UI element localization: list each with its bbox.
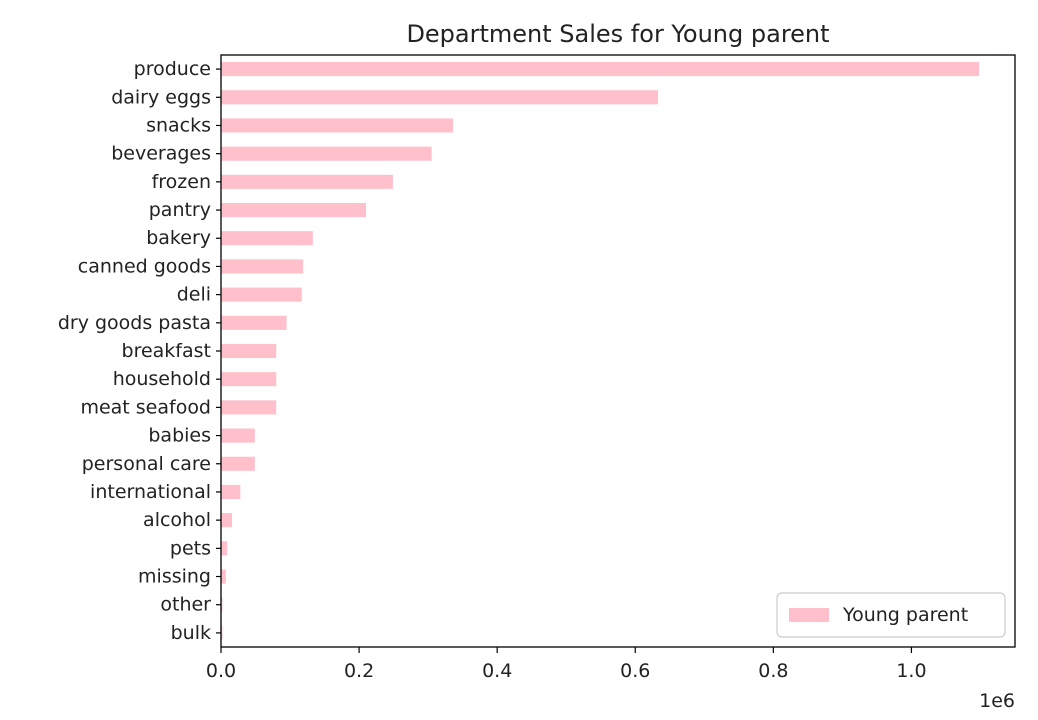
bar-household (221, 372, 277, 387)
y-tick-label: household (113, 368, 211, 390)
x-tick-label: 1.0 (896, 660, 926, 682)
bar-international (221, 484, 241, 499)
x-tick-label: 0.4 (482, 660, 512, 682)
bar-meat-seafood (221, 400, 277, 415)
y-tick-label: produce (134, 58, 211, 80)
y-tick-label: other (160, 594, 211, 616)
bar-pantry (221, 203, 366, 218)
y-tick-label: dairy eggs (111, 86, 211, 108)
y-tick-label: babies (148, 425, 211, 447)
y-tick-label: dry goods pasta (58, 312, 211, 334)
y-tick-label: bulk (171, 622, 211, 644)
bar-other (221, 597, 223, 612)
bar-pets (221, 541, 228, 556)
bar-dry-goods-pasta (221, 315, 287, 330)
bar-beverages (221, 146, 432, 161)
legend: Young parent (776, 592, 1006, 638)
legend-swatch (789, 608, 829, 622)
bars-layer (221, 62, 980, 640)
legend-box (776, 592, 1006, 638)
y-tick-label: snacks (146, 114, 211, 136)
y-tick-label: meat seafood (80, 396, 211, 418)
plot-frame (220, 54, 1016, 648)
x-tick-label: 0.8 (758, 660, 788, 682)
y-tick-label: beverages (111, 143, 211, 165)
y-tick-label: breakfast (122, 340, 211, 362)
y-tick-label: alcohol (143, 509, 211, 531)
x-axis-offset-label: 1e6 (979, 690, 1015, 712)
bar-breakfast (221, 343, 277, 359)
y-tick-label: bakery (146, 227, 211, 249)
bar-bulk (221, 625, 223, 640)
y-axis: produce dairy eggs snacks beverages frozen pa… (58, 58, 221, 644)
bar-alcohol (221, 513, 233, 528)
y-tick-label: international (90, 481, 211, 503)
x-tick-label: 0.0 (206, 660, 236, 682)
y-tick-label: pets (170, 537, 211, 559)
legend-label: Young parent (842, 604, 968, 626)
bar-produce (221, 62, 980, 77)
bar-canned-goods (221, 259, 304, 274)
bar-snacks (221, 118, 453, 133)
x-tick-label: 0.2 (344, 660, 374, 682)
y-tick-label: frozen (152, 171, 211, 193)
bar-missing (221, 569, 226, 584)
y-tick-label: canned goods (78, 255, 211, 277)
x-axis: 0.0 0.2 0.4 0.6 0.8 1.0 (206, 647, 927, 682)
y-tick-label: pantry (149, 199, 211, 221)
bar-personal-care (221, 456, 255, 471)
bar-bakery (221, 231, 313, 246)
bar-dairy-eggs (221, 90, 659, 105)
y-tick-label: personal care (82, 453, 211, 475)
bar-deli (221, 287, 302, 302)
bar-babies (221, 428, 255, 443)
y-tick-label: deli (177, 284, 211, 306)
y-tick-label: missing (138, 566, 211, 588)
bar-frozen (221, 174, 393, 189)
x-tick-label: 0.6 (620, 660, 650, 682)
chart-title: Department Sales for Young parent (406, 20, 829, 48)
